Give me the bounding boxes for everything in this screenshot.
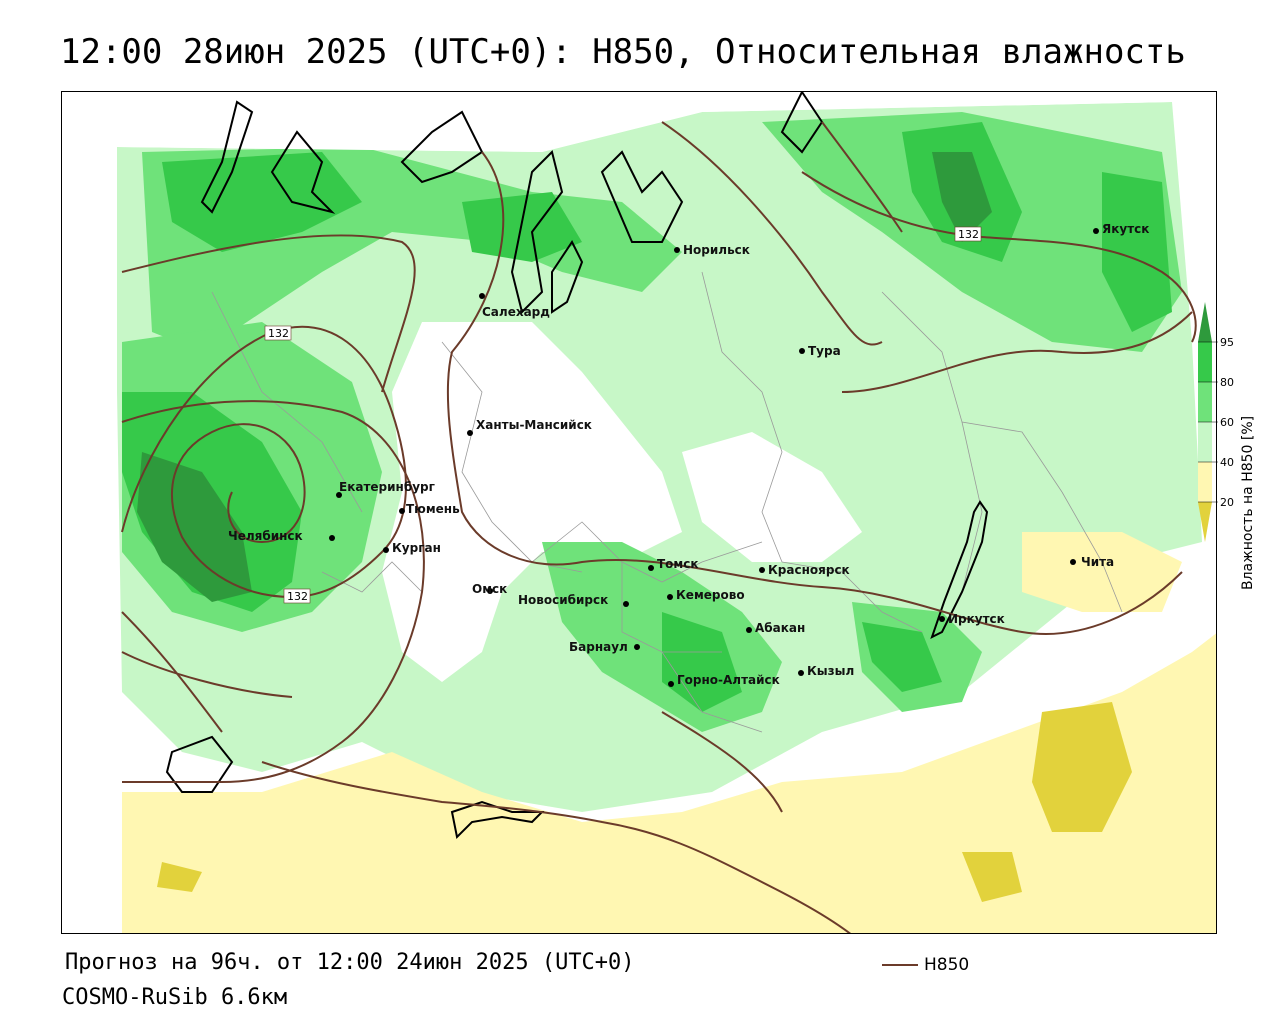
legend-20-40 — [1198, 462, 1212, 502]
h850-contour — [121, 611, 223, 733]
h850-contour — [661, 711, 783, 813]
map-canvas: 132 132 132 Якутск Норильск Салехард Тура Ха… — [62, 92, 1216, 933]
city-label: Норильск — [683, 243, 750, 257]
legend-above-95 — [1198, 302, 1212, 342]
legend-tick: 95 — [1220, 336, 1234, 349]
humidity-zone-80-95 — [162, 152, 362, 252]
legend-40-60 — [1198, 422, 1212, 462]
legend-tick: 40 — [1220, 456, 1234, 469]
contour-line-key: H850 — [882, 954, 969, 976]
city-label: Иркутск — [948, 612, 1005, 626]
city-label: Кемерово — [676, 588, 745, 602]
contour-label: 132 — [958, 228, 979, 241]
legend-tick: 60 — [1220, 416, 1234, 429]
city-marker — [939, 616, 945, 622]
contour-line-label: H850 — [924, 955, 970, 975]
city-marker — [329, 535, 335, 541]
h850-contour — [821, 121, 903, 233]
h850-contour — [121, 651, 293, 698]
legend-title: Влажность на H850 [%] — [1240, 415, 1256, 590]
city-label: Чита — [1081, 555, 1114, 569]
legend-tick: 20 — [1220, 496, 1234, 509]
city-marker — [634, 644, 640, 650]
city-marker — [674, 247, 680, 253]
humidity-zone-below-20 — [157, 862, 202, 892]
forecast-info: Прогноз на 96ч. от 12:00 24июн 2025 (UTC… — [65, 950, 635, 975]
h850-contour — [121, 400, 425, 783]
city-label: Тура — [808, 344, 841, 358]
humidity-zone-20-40 — [122, 633, 1216, 933]
humidity-zone-below-40 — [382, 322, 682, 682]
city-label: Красноярск — [768, 563, 850, 577]
city-marker — [383, 547, 389, 553]
city-label: Томск — [657, 557, 699, 571]
city-marker — [487, 588, 493, 594]
city-label: Курган — [392, 541, 441, 555]
city-marker — [336, 492, 342, 498]
legend-80-95 — [1198, 342, 1212, 382]
h850-contour — [661, 121, 883, 346]
city-label: Якутск — [1102, 222, 1149, 236]
contour-labels: 132 132 132 — [264, 226, 982, 604]
h850-contour — [121, 234, 416, 393]
legend-below-20 — [1198, 502, 1212, 542]
city-marker — [668, 681, 674, 687]
city-label: Ханты-Мансийск — [476, 418, 592, 432]
city-label: Екатеринбург — [339, 480, 435, 494]
city-marker — [623, 601, 629, 607]
contour-label: 132 — [268, 327, 289, 340]
humidity-zone-80-95 — [662, 612, 742, 712]
legend-60-80 — [1198, 382, 1212, 422]
humidity-zone-80-95 — [1102, 172, 1172, 332]
humidity-field — [62, 92, 1216, 933]
humidity-zone-below-40 — [682, 432, 862, 562]
cities: Якутск Норильск Салехард Тура Ханты-Мансийск… — [228, 222, 1149, 687]
h850-contour — [261, 761, 851, 933]
humidity-zone-above-95 — [932, 152, 992, 242]
city-marker — [798, 670, 804, 676]
h850-contour — [446, 151, 1183, 635]
city-label: Новосибирск — [518, 593, 608, 607]
city-label: Абакан — [755, 621, 805, 635]
h850-contour — [841, 311, 1193, 393]
city-label: Барнаул — [569, 640, 628, 654]
humidity-zone-20-40 — [1022, 532, 1182, 612]
legend-tick: 80 — [1220, 376, 1234, 389]
humidity-zone-below-20 — [1032, 702, 1132, 832]
city-marker — [467, 430, 473, 436]
city-marker — [799, 348, 805, 354]
city-label: Омск — [472, 582, 507, 596]
city-marker — [667, 594, 673, 600]
contour-line-swatch — [882, 964, 918, 966]
h850-contours — [121, 121, 1197, 933]
contour-label: 132 — [287, 590, 308, 603]
city-label: Тюмень — [406, 502, 460, 516]
city-marker — [746, 627, 752, 633]
humidity-zone-80-95 — [862, 622, 942, 692]
city-marker — [479, 293, 485, 299]
city-marker — [1093, 228, 1099, 234]
h850-contour — [121, 325, 407, 599]
city-marker — [399, 508, 405, 514]
humidity-zone-above-95 — [137, 452, 252, 602]
city-label: Горно-Алтайск — [677, 673, 780, 687]
map-title: 12:00 28июн 2025 (UTC+0): H850, Относите… — [60, 32, 1186, 72]
humidity-legend: 95 80 60 40 20 — [1198, 302, 1234, 542]
city-label: Кызыл — [807, 664, 854, 678]
map-panel: 132 132 132 Якутск Норильск Салехард Тура Ха… — [61, 91, 1217, 934]
city-marker — [648, 565, 654, 571]
humidity-zone-below-20 — [962, 852, 1022, 902]
city-marker — [759, 567, 765, 573]
h850-contour — [801, 171, 1197, 343]
city-label: Челябинск — [228, 529, 303, 543]
admin-boundaries — [211, 271, 1123, 733]
city-label: Салехард — [482, 305, 550, 319]
city-marker — [1070, 559, 1076, 565]
model-name: COSMO-RuSib 6.6км — [62, 985, 288, 1010]
